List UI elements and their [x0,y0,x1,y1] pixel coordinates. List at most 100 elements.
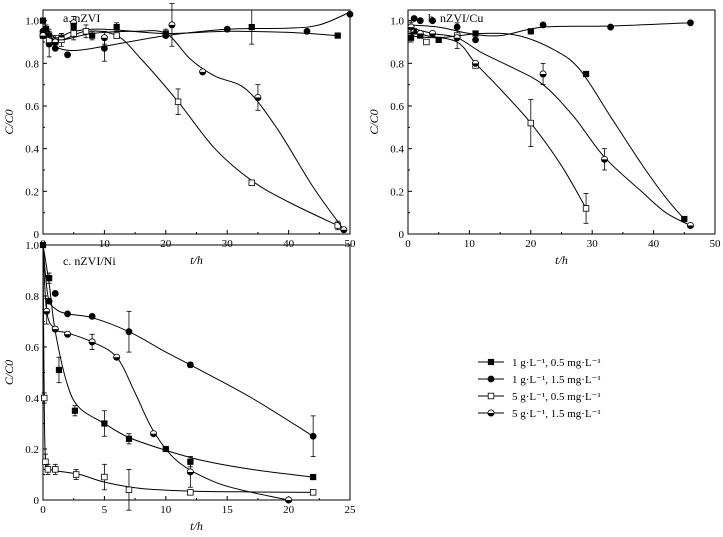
data-point [88,312,96,320]
data-point [429,17,436,25]
data-point [64,51,71,59]
y-tick-label: 0 [34,495,40,507]
x-tick-label: 10 [160,504,172,516]
y-tick-label: 0.6 [390,101,404,113]
data-point [248,179,255,186]
legend-label: 5 g·L⁻¹, 1.5 mg·L⁻¹ [512,408,601,420]
legend-entry: 1 g·L⁻¹, 0.5 mg·L⁻¹ [478,357,601,369]
x-tick-label: 40 [283,238,295,250]
legend-label: 5 g·L⁻¹, 0.5 mg·L⁻¹ [512,391,601,403]
data-point [681,215,688,223]
y-tick-label: 0.2 [25,444,39,456]
x-axis-label: t/h [190,253,203,267]
data-point [113,23,120,31]
y-tick-label: 0.8 [25,291,39,303]
data-point [527,119,534,127]
x-tick-label: 30 [587,238,599,250]
data-point [334,32,341,39]
data-point [70,19,78,27]
data-point [254,93,262,101]
data-point [44,466,52,473]
data-point [101,45,108,52]
data-point [45,36,53,44]
x-tick-label: 10 [464,238,476,250]
data-point [41,394,48,402]
series-3 [39,24,341,231]
data-point [472,59,480,67]
data-point [88,338,96,346]
data-point [416,29,424,37]
data-point [310,473,317,481]
data-point [186,468,194,476]
x-tick-label: 20 [283,504,295,516]
legend-marker [487,375,495,383]
y-tick-label: 1.0 [25,16,39,28]
legend-entry: 1 g·L⁻¹, 1.5 mg·L⁻¹ [478,374,601,386]
series-line [42,30,345,230]
y-tick-label: 0.8 [390,58,404,70]
data-point [686,221,694,229]
series-line [42,244,314,437]
data-point [248,23,255,31]
series-4 [407,20,694,229]
data-point [340,226,348,234]
x-tick-label: 50 [345,238,357,250]
data-point [199,68,207,76]
data-point [168,21,176,29]
data-point [43,307,51,315]
data-point [346,10,354,18]
data-point [101,420,108,427]
data-point [429,29,437,37]
y-tick-label: 0.2 [25,186,39,198]
data-point [174,98,182,105]
x-axis-label: t/h [555,253,568,267]
data-point [51,290,59,297]
y-tick-label: 0.4 [25,144,39,156]
legend: 1 g·L⁻¹, 0.5 mg·L⁻¹ 1 g·L⁻¹, 1.5 mg·L⁻¹ 5 … [478,357,601,420]
series-3 [41,244,317,511]
y-axis-label: C/C0 [2,109,16,134]
panel-c: 0 5 10 15 20 25 0 0.2 0.4 0.6 0.8 1.0 t/h C/C0 c. nZVI… [2,240,356,533]
series-4 [42,244,293,504]
data-point [39,17,47,24]
data-point [55,366,63,374]
y-tick-label: 0 [399,229,405,241]
data-point [39,32,47,40]
y-tick-label: 0.2 [390,186,404,198]
data-point [72,471,80,478]
data-point [42,458,49,465]
data-point [100,34,108,42]
data-point [687,19,694,27]
data-point [303,27,311,35]
legend-marker [487,358,495,366]
series-line [407,32,685,220]
y-axis-label: C/C0 [367,109,381,134]
legend-label: 1 g·L⁻¹, 0.5 mg·L⁻¹ [512,357,601,369]
data-point [52,466,59,473]
data-point [89,32,96,39]
x-tick-label: 40 [648,238,660,250]
data-point [64,330,72,338]
y-tick-label: 0.8 [25,58,39,70]
data-point [64,310,71,318]
data-point [285,496,293,504]
data-point [51,325,59,333]
data-point [101,473,108,481]
data-point [472,36,479,44]
data-point [423,38,430,46]
data-point [309,432,317,440]
data-point [150,430,158,438]
plot-frame [407,9,716,235]
series-4 [39,3,348,234]
series-3 [407,22,590,224]
y-tick-label: 0.6 [25,101,39,113]
data-point [51,38,59,46]
data-point [539,21,547,29]
series-line [42,244,314,478]
x-tick-label: 25 [345,504,357,516]
series-line [42,244,289,501]
data-point [410,15,418,22]
data-point [113,353,121,361]
data-point [113,32,120,39]
